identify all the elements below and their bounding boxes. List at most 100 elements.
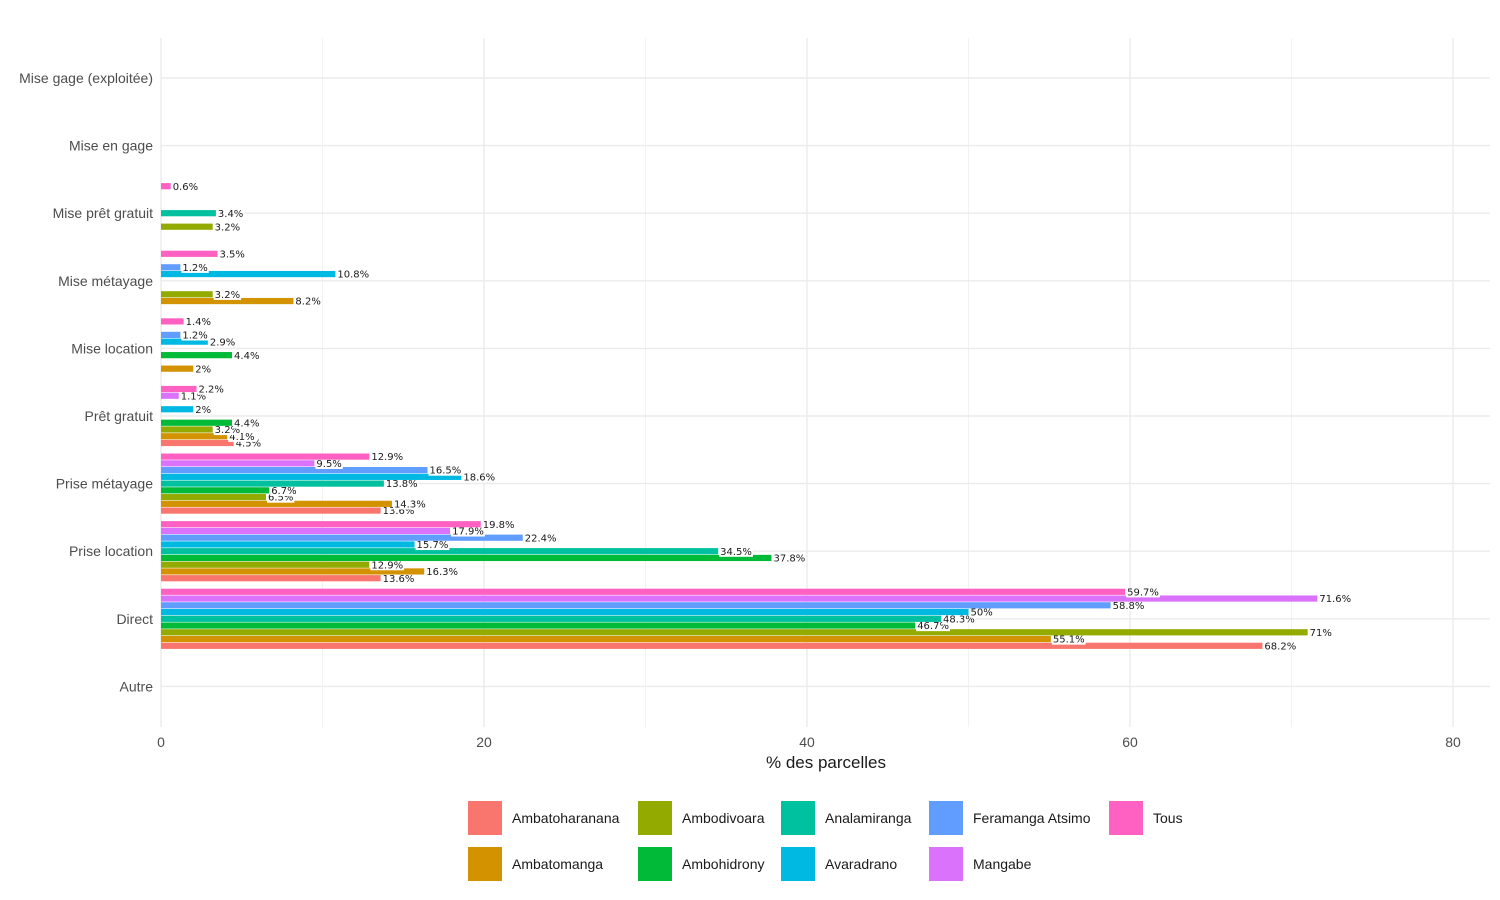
bar-analamiranga-mise-pret-gratuit (161, 210, 216, 217)
data-label-background (462, 473, 497, 483)
bar-ambatomanga-prise-location (161, 568, 425, 575)
bar-tous-mise-metayage (161, 250, 218, 257)
data-label-background (381, 574, 416, 584)
legend-swatch (468, 847, 502, 881)
data-label: 12.9% (371, 560, 403, 571)
legend-swatch (638, 847, 672, 881)
data-label: 22.4% (525, 533, 557, 544)
data-label: 46.7% (917, 621, 949, 632)
bar-tous-direct (161, 588, 1126, 595)
legend-item-ambatoharanana: Ambatoharanana (468, 801, 620, 835)
data-label-background (425, 568, 460, 578)
data-label: 48.3% (943, 614, 975, 625)
x-tick-label: 80 (1445, 734, 1461, 750)
data-label: 12.9% (371, 452, 403, 463)
data-label-background (1051, 635, 1086, 645)
bar-ambodivoara-pret-gratuit (161, 426, 213, 433)
data-label: 6.5% (268, 493, 293, 504)
bar-feramanga-atsimo-prise-metayage (161, 467, 428, 474)
category-label: Prêt gratuit (85, 408, 154, 424)
data-label: 14.3% (394, 499, 426, 510)
data-label-background (1318, 595, 1353, 605)
bar-mangabe-prise-metayage (161, 460, 315, 467)
data-label: 16.3% (426, 567, 458, 578)
bar-ambohidrony-prise-location (161, 554, 772, 562)
legend-item-feramanga-atsimo: Feramanga Atsimo (929, 801, 1091, 835)
legend-label: Mangabe (973, 856, 1032, 872)
data-label: 15.7% (417, 540, 449, 551)
category-label: Mise location (71, 340, 153, 356)
data-label: 59.7% (1127, 587, 1159, 598)
legend-swatch (781, 801, 815, 835)
data-label-background (428, 466, 463, 476)
data-label-background (213, 426, 242, 436)
category-label: Mise en gage (69, 138, 153, 154)
bar-ambohidrony-direct (161, 622, 916, 629)
data-label-background (1308, 628, 1333, 638)
category-label: Mise gage (exploitée) (19, 70, 153, 86)
legend-item-analamiranga: Analamiranga (781, 801, 912, 835)
bar-mangabe-direct (161, 595, 1318, 602)
data-label-background (233, 351, 261, 361)
data-label: 8.2% (295, 297, 320, 308)
bar-ambatoharanana-prise-location (161, 575, 381, 582)
bar-tous-mise-pret-gratuit (161, 183, 171, 190)
data-label-background (233, 419, 261, 429)
bar-ambodivoara-prise-metayage (161, 494, 266, 501)
bar-avaradrano-mise-location (161, 338, 208, 345)
data-label: 3.2% (215, 425, 240, 436)
data-label-background (208, 338, 237, 348)
data-label-background (384, 480, 419, 490)
legend-swatch (929, 801, 963, 835)
data-label: 4.5% (236, 439, 261, 450)
bar-ambatoharanana-pret-gratuit (161, 439, 234, 447)
bar-ambatomanga-mise-location (161, 365, 194, 372)
data-label-background (370, 561, 405, 571)
data-label-background (213, 290, 242, 300)
legend-label: Ambatomanga (512, 856, 603, 872)
legend-label: Avaradrano (825, 856, 897, 872)
data-label: 13.8% (386, 479, 418, 490)
data-label-background (942, 615, 976, 625)
data-label-background (218, 250, 246, 260)
bar-ambodivoara-direct (161, 629, 1308, 636)
data-label: 1.1% (181, 391, 206, 402)
category-label: Prise métayage (56, 476, 153, 492)
data-label-background (194, 365, 213, 375)
data-label: 0.6% (173, 182, 198, 193)
data-label-background (481, 520, 516, 530)
data-label: 18.6% (463, 472, 495, 483)
data-label: 13.6% (383, 506, 415, 517)
data-label-background (315, 459, 343, 469)
data-label: 1.2% (182, 263, 207, 274)
bar-ambodivoara-mise-metayage (161, 291, 213, 298)
category-label: Prise location (69, 543, 153, 559)
category-label: Autre (120, 678, 154, 694)
legend: Ambatoharanana Ambatomanga Ambodivoara Ambo… (468, 801, 1183, 881)
data-label-background (969, 608, 994, 618)
legend-item-avaradrano: Avaradrano (781, 847, 897, 881)
data-label-background (370, 453, 405, 463)
legend-item-ambohidrony: Ambohidrony (638, 847, 765, 881)
bar-feramanga-atsimo-prise-location (161, 534, 523, 541)
data-label: 68.2% (1264, 641, 1296, 652)
bar-ambohidrony-pret-gratuit (161, 419, 233, 426)
x-tick-label: 60 (1122, 734, 1138, 750)
data-label: 17.9% (452, 527, 484, 538)
data-label-background (171, 182, 200, 192)
data-label-background (392, 500, 427, 510)
data-label-background (270, 486, 298, 496)
category-label: Mise prêt gratuit (53, 205, 153, 221)
x-tick-label: 20 (476, 734, 492, 750)
data-label-background (1263, 642, 1298, 652)
data-label: 2% (195, 364, 211, 375)
data-label-background (523, 534, 558, 544)
data-label: 2% (195, 405, 211, 416)
bar-feramanga-atsimo-direct (161, 602, 1111, 609)
legend-swatch (468, 801, 502, 835)
bar-avaradrano-mise-metayage (161, 270, 336, 278)
data-label-background (181, 263, 209, 273)
bar-ambohidrony-mise-location (161, 352, 233, 359)
x-tick-label: 40 (799, 734, 815, 750)
data-label: 19.8% (483, 520, 515, 531)
